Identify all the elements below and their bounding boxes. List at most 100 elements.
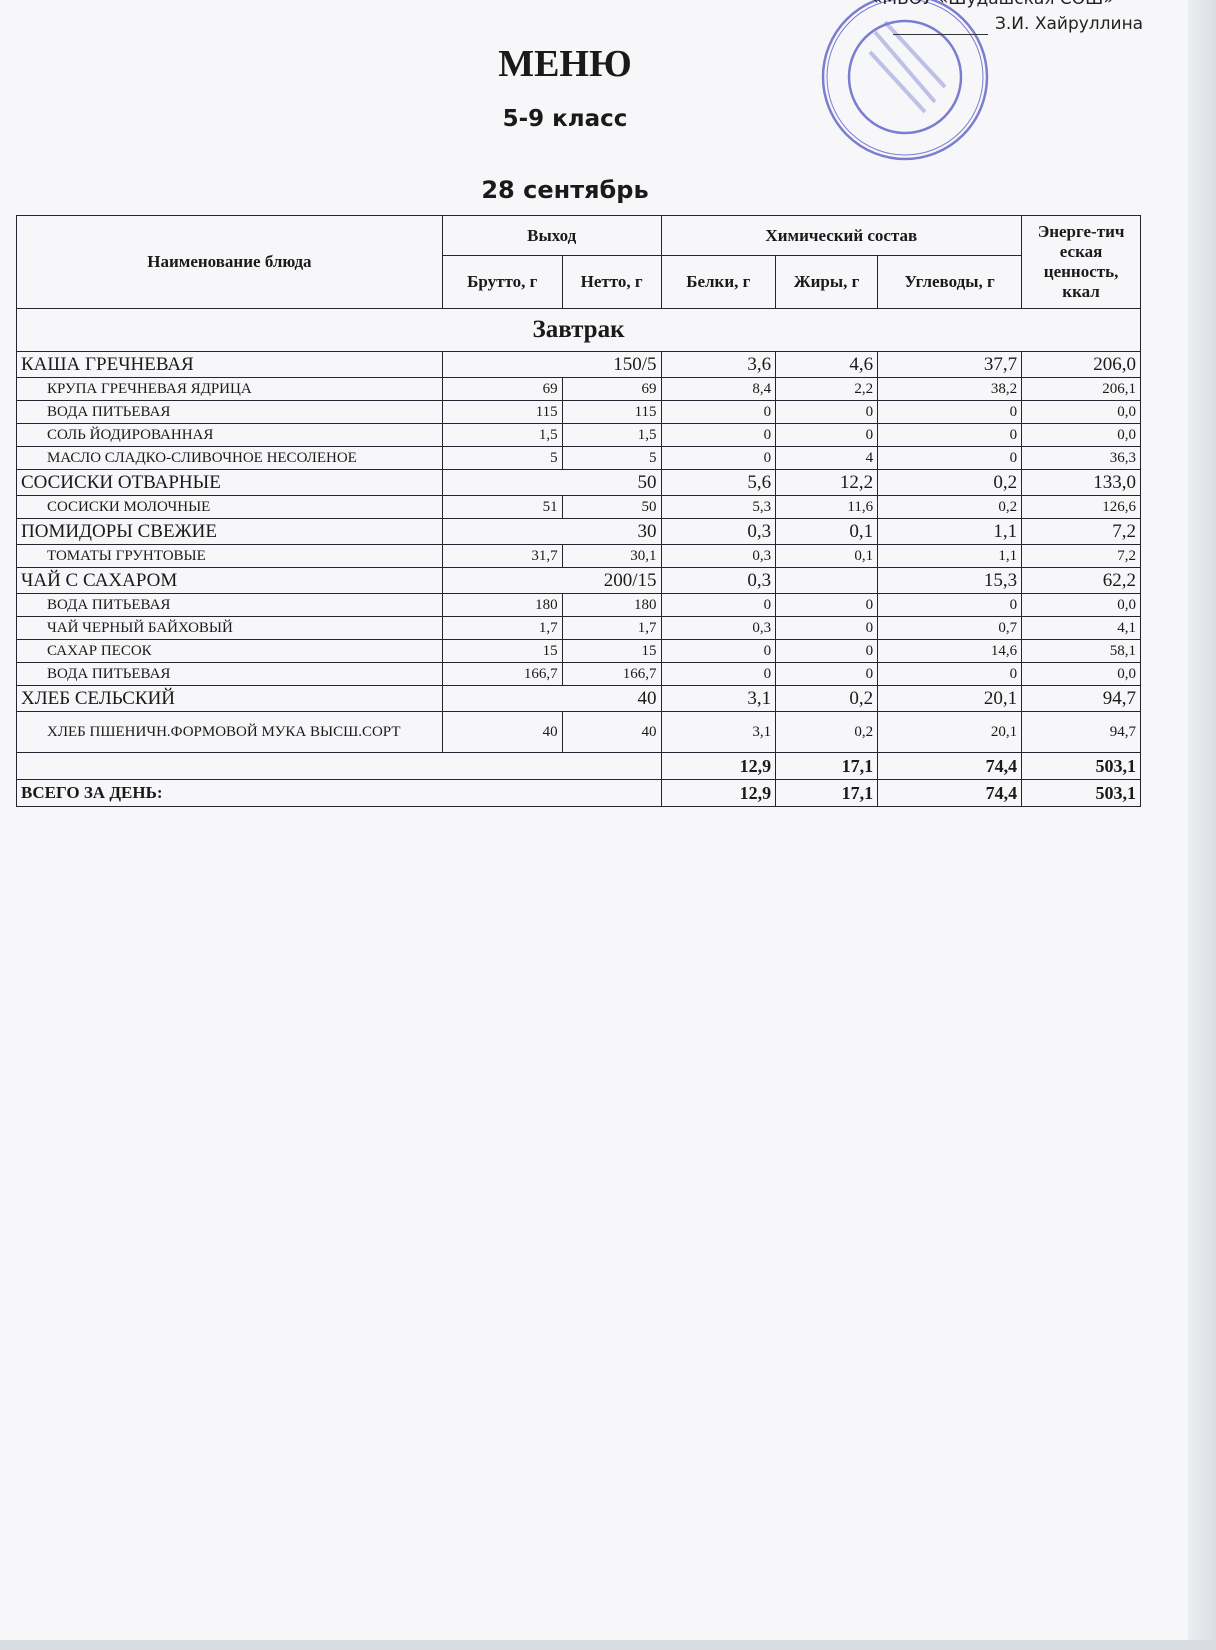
dish-name: ХЛЕБ ПШЕНИЧН.ФОРМОВОЙ МУКА ВЫСШ.СОРТ <box>16 711 443 753</box>
menu-table: Наименование блюда Выход Химический сост… <box>16 215 1141 807</box>
fat-cell: 4,6 <box>775 351 879 378</box>
header-carbs: Углеводы, г <box>877 255 1023 309</box>
carbs-cell: 0 <box>877 593 1023 617</box>
dish-name: САХАР ПЕСОК <box>16 639 443 663</box>
ingredient-row: ТОМАТЫ ГРУНТОВЫЕ 31,7 30,1 0,3 0,1 1,1 7,2 <box>16 544 1141 568</box>
total-row: ВСЕГО ЗА ДЕНЬ: 12,9 17,1 74,4 503,1 <box>16 779 1141 807</box>
energy-cell: 36,3 <box>1021 446 1141 470</box>
header-brutto: Брутто, г <box>441 255 563 309</box>
energy-cell: 133,0 <box>1021 469 1141 496</box>
protein-cell: 3,6 <box>660 351 777 378</box>
fat-cell: 17,1 <box>775 752 879 780</box>
fat-cell: 0,1 <box>775 544 879 568</box>
school-stamp <box>821 0 989 161</box>
protein-cell: 0 <box>660 662 777 686</box>
energy-cell: 206,1 <box>1021 377 1141 401</box>
protein-cell: 0,3 <box>660 544 777 568</box>
total-label <box>16 752 662 780</box>
carbs-cell: 74,4 <box>877 752 1023 780</box>
energy-cell: 0,0 <box>1021 423 1141 447</box>
signature-line <box>893 34 988 35</box>
protein-cell: 3,1 <box>660 685 777 712</box>
header-yield: Выход <box>441 215 662 256</box>
protein-cell: 12,9 <box>660 779 777 807</box>
fat-cell <box>775 567 879 594</box>
ingredient-row: МАСЛО СЛАДКО-СЛИВОЧНОЕ НЕСОЛЕНОЕ 5 5 0 4 0 36,… <box>16 446 1141 470</box>
ingredient-row: КРУПА ГРЕЧНЕВАЯ ЯДРИЦА 69 69 8,4 2,2 38,2 206,… <box>16 377 1141 401</box>
brutto-cell: 1,7 <box>441 616 563 640</box>
fat-cell: 0,1 <box>775 518 879 545</box>
carbs-cell: 15,3 <box>877 567 1023 594</box>
ingredient-row: ВОДА ПИТЬЕВАЯ 115 115 0 0 0 0,0 <box>16 400 1141 424</box>
scan-page-edge <box>1188 0 1216 1650</box>
netto-cell: 40 <box>561 711 662 753</box>
fat-cell: 0,2 <box>775 685 879 712</box>
energy-cell: 0,0 <box>1021 400 1141 424</box>
brutto-cell: 166,7 <box>441 662 563 686</box>
carbs-cell: 0,2 <box>877 469 1023 496</box>
brutto-cell: 1,5 <box>441 423 563 447</box>
ingredient-row: ХЛЕБ ПШЕНИЧН.ФОРМОВОЙ МУКА ВЫСШ.СОРТ 40 40… <box>16 711 1141 753</box>
brutto-cell: 31,7 <box>441 544 563 568</box>
dish-name: ЧАЙ ЧЕРНЫЙ БАЙХОВЫЙ <box>16 616 443 640</box>
dish-name: МАСЛО СЛАДКО-СЛИВОЧНОЕ НЕСОЛЕНОЕ <box>16 446 443 470</box>
carbs-cell: 1,1 <box>877 544 1023 568</box>
carbs-cell: 38,2 <box>877 377 1023 401</box>
protein-cell: 0,3 <box>660 567 777 594</box>
ingredient-row: САХАР ПЕСОК 15 15 0 0 14,6 58,1 <box>16 639 1141 663</box>
fat-cell: 0 <box>775 400 879 424</box>
netto-cell: 69 <box>561 377 662 401</box>
protein-cell: 0 <box>660 423 777 447</box>
protein-cell: 0 <box>660 639 777 663</box>
dish-name: СОСИСКИ МОЛОЧНЫЕ <box>16 495 443 519</box>
dish-name: СОСИСКИ ОТВАРНЫЕ <box>16 469 443 496</box>
netto-cell: 166,7 <box>561 662 662 686</box>
netto-cell: 5 <box>561 446 662 470</box>
total-row: 12,9 17,1 74,4 503,1 <box>16 752 1141 780</box>
dish-name: ВОДА ПИТЬЕВАЯ <box>16 593 443 617</box>
netto-cell: 180 <box>561 593 662 617</box>
energy-cell: 126,6 <box>1021 495 1141 519</box>
energy-cell: 206,0 <box>1021 351 1141 378</box>
brutto-cell: 69 <box>441 377 563 401</box>
yield-cell: 50 <box>441 469 662 496</box>
section-breakfast: Завтрак <box>16 308 1141 352</box>
page-title: МЕНЮ <box>498 43 632 85</box>
menu-date: 28 сентябрь <box>481 176 649 204</box>
brutto-cell: 5 <box>441 446 563 470</box>
dish-name: ВОДА ПИТЬЕВАЯ <box>16 662 443 686</box>
yield-cell: 30 <box>441 518 662 545</box>
carbs-cell: 37,7 <box>877 351 1023 378</box>
carbs-cell: 0 <box>877 423 1023 447</box>
dish-name: СОЛЬ ЙОДИРОВАННАЯ <box>16 423 443 447</box>
protein-cell: 0 <box>660 446 777 470</box>
scan-bottom-edge <box>0 1640 1216 1650</box>
carbs-cell: 74,4 <box>877 779 1023 807</box>
protein-cell: 12,9 <box>660 752 777 780</box>
fat-cell: 0 <box>775 423 879 447</box>
fat-cell: 2,2 <box>775 377 879 401</box>
dish-row: СОСИСКИ ОТВАРНЫЕ 50 5,6 12,2 0,2 133,0 <box>16 469 1141 496</box>
carbs-cell: 0 <box>877 446 1023 470</box>
energy-cell: 7,2 <box>1021 518 1141 545</box>
header-dish-name: Наименование блюда <box>16 215 443 309</box>
dish-name: КРУПА ГРЕЧНЕВАЯ ЯДРИЦА <box>16 377 443 401</box>
energy-cell: 94,7 <box>1021 685 1141 712</box>
netto-cell: 30,1 <box>561 544 662 568</box>
netto-cell: 1,5 <box>561 423 662 447</box>
ingredient-row: ВОДА ПИТЬЕВАЯ 180 180 0 0 0 0,0 <box>16 593 1141 617</box>
fat-cell: 0 <box>775 616 879 640</box>
yield-cell: 40 <box>441 685 662 712</box>
protein-cell: 0,3 <box>660 616 777 640</box>
protein-cell: 0,3 <box>660 518 777 545</box>
header-fat: Жиры, г <box>775 255 879 309</box>
yield-cell: 150/5 <box>441 351 662 378</box>
netto-cell: 15 <box>561 639 662 663</box>
brutto-cell: 115 <box>441 400 563 424</box>
protein-cell: 5,6 <box>660 469 777 496</box>
protein-cell: 5,3 <box>660 495 777 519</box>
energy-cell: 94,7 <box>1021 711 1141 753</box>
energy-cell: 4,1 <box>1021 616 1141 640</box>
ingredient-row: ЧАЙ ЧЕРНЫЙ БАЙХОВЫЙ 1,7 1,7 0,3 0 0,7 4,1 <box>16 616 1141 640</box>
ingredient-row: СОЛЬ ЙОДИРОВАННАЯ 1,5 1,5 0 0 0 0,0 <box>16 423 1141 447</box>
